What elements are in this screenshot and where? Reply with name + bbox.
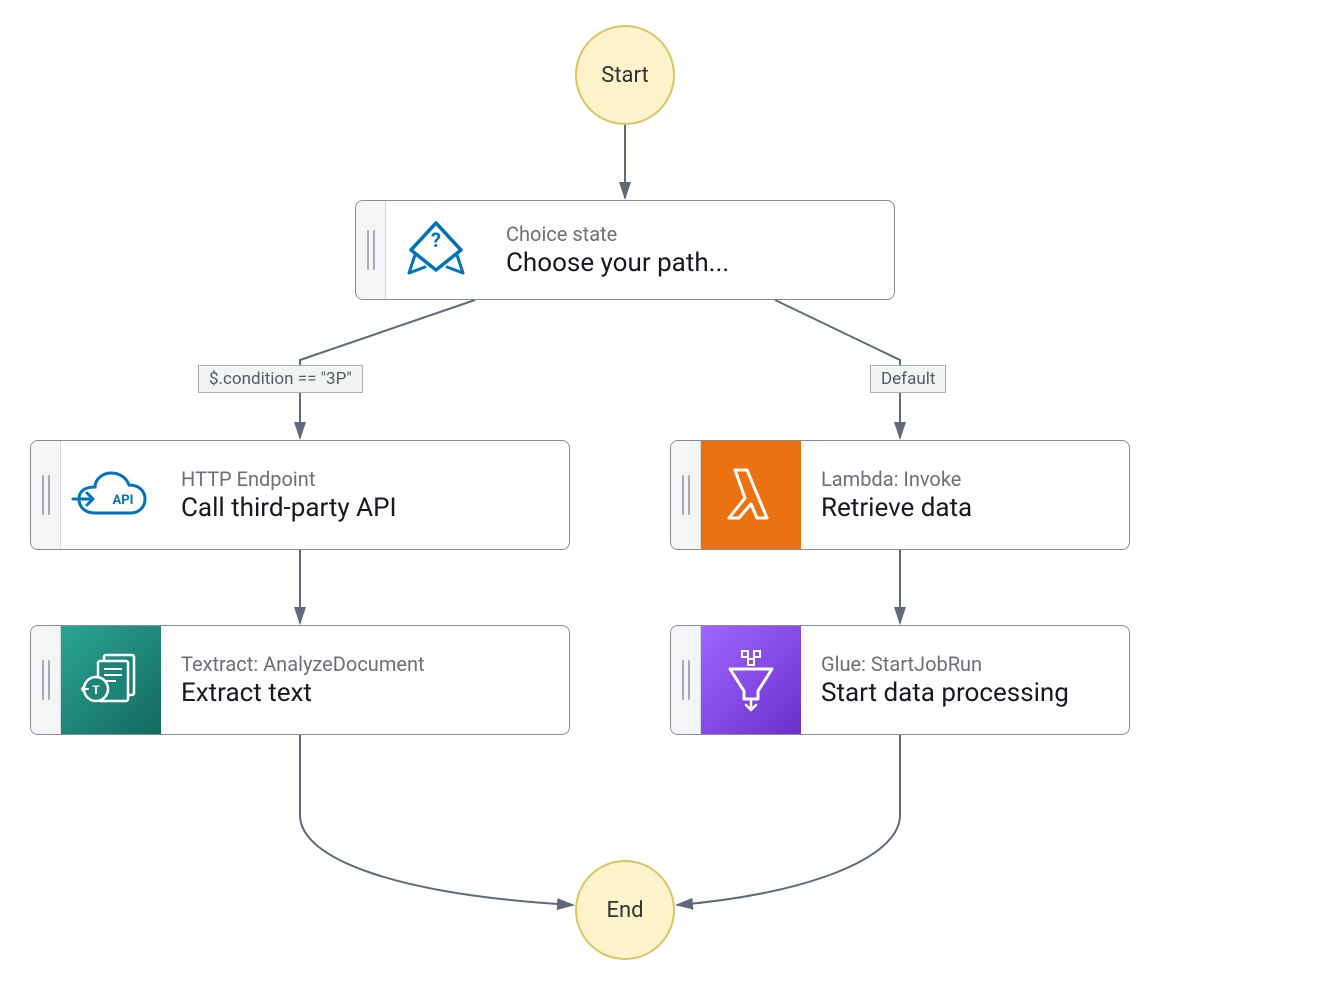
glue-title: Start data processing: [821, 678, 1069, 708]
drag-handle-icon[interactable]: [356, 201, 386, 299]
start-label: Start: [601, 63, 648, 88]
edge-glue-end: [677, 735, 900, 905]
edge-label-condition: $.condition == "3P": [198, 365, 363, 393]
drag-handle-icon[interactable]: [31, 441, 61, 549]
glue-subtitle: Glue: StartJobRun: [821, 652, 1069, 676]
choice-title: Choose your path...: [506, 248, 729, 278]
http-node[interactable]: API HTTP Endpoint Call third-party API: [30, 440, 570, 550]
start-node[interactable]: Start: [575, 25, 675, 125]
textract-subtitle: Textract: AnalyzeDocument: [181, 652, 425, 676]
api-cloud-icon: API: [61, 441, 161, 549]
svg-text:API: API: [113, 493, 134, 508]
svg-text:?: ?: [431, 228, 441, 252]
textract-icon: T: [61, 626, 161, 734]
lambda-icon: [701, 441, 801, 549]
choice-subtitle: Choice state: [506, 222, 729, 246]
drag-handle-icon[interactable]: [31, 626, 61, 734]
http-title: Call third-party API: [181, 493, 397, 523]
lambda-node[interactable]: Lambda: Invoke Retrieve data: [670, 440, 1130, 550]
lambda-title: Retrieve data: [821, 493, 972, 523]
drag-handle-icon[interactable]: [671, 441, 701, 549]
http-subtitle: HTTP Endpoint: [181, 467, 397, 491]
choice-node[interactable]: ? Choice state Choose your path...: [355, 200, 895, 300]
lambda-subtitle: Lambda: Invoke: [821, 467, 972, 491]
choice-diamond-icon: ?: [386, 201, 486, 299]
svg-text:T: T: [92, 683, 100, 697]
glue-icon: [701, 626, 801, 734]
textract-title: Extract text: [181, 678, 425, 708]
drag-handle-icon[interactable]: [671, 626, 701, 734]
end-label: End: [606, 898, 643, 923]
edge-label-default: Default: [870, 365, 946, 393]
edge-textract-end: [300, 735, 573, 905]
glue-node[interactable]: Glue: StartJobRun Start data processing: [670, 625, 1130, 735]
end-node[interactable]: End: [575, 860, 675, 960]
flowchart-canvas: Start ? Choice state Choose your path...…: [0, 0, 1332, 1000]
textract-node[interactable]: T Textract: AnalyzeDocument Extract text: [30, 625, 570, 735]
